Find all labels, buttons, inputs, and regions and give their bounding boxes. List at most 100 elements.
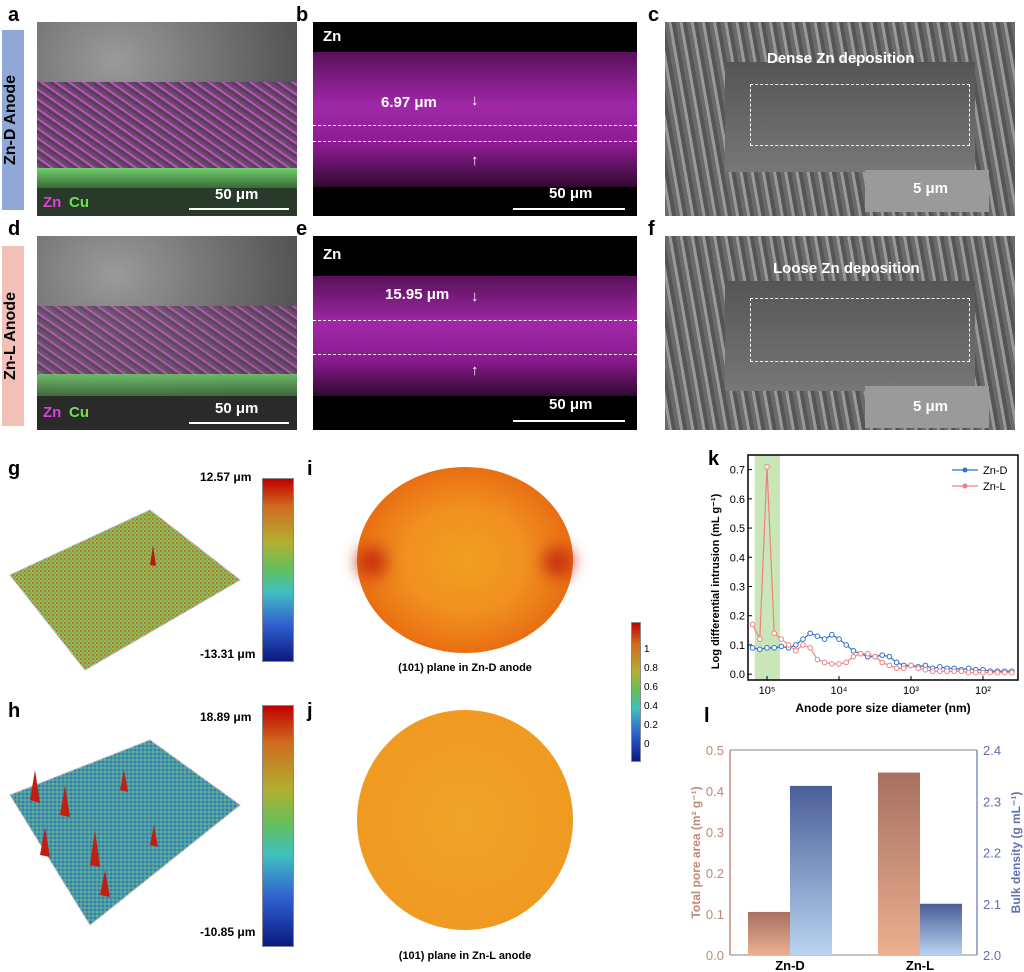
x-axis-title: Anode pore size diameter (nm)	[795, 701, 970, 715]
sem-image-zn-l: Zn Cu 50 μm	[37, 236, 297, 430]
x-category-label: Zn-D	[775, 958, 805, 972]
bar-total-pore-area	[878, 772, 920, 955]
data-point-Zn-L	[980, 669, 986, 676]
tick-label: 0.4	[644, 701, 658, 712]
y-tick-label: 0.1	[730, 640, 745, 652]
intensity-colorbar	[631, 622, 641, 762]
data-point-Zn-L	[951, 668, 957, 675]
thickness-label: 15.95 μm	[385, 286, 450, 303]
panel-label-g: g	[8, 458, 21, 480]
y-tick-label: 0.6	[730, 494, 745, 506]
surface-3d-zn-d	[9, 509, 241, 671]
data-point-Zn-L	[771, 630, 777, 637]
data-point-Zn-L	[836, 661, 842, 667]
y-right-axis-title: Bulk density (g mL⁻¹)	[1009, 792, 1023, 914]
data-point-Zn-L	[807, 645, 813, 651]
intensity-colorbar-ticks: 1 0.8 0.6 0.4 0.2 0	[644, 640, 658, 755]
data-point-Zn-L	[901, 665, 907, 672]
y-tick-label: 0.2	[730, 611, 745, 623]
data-point-Zn-L	[987, 669, 994, 676]
data-point-Zn-L	[958, 668, 965, 675]
height-min-label: -13.31 μm	[200, 647, 256, 661]
legend-zn: Zn	[43, 404, 62, 421]
data-point-Zn-D	[778, 643, 785, 650]
data-point-Zn-D	[843, 642, 849, 648]
panel-label-a: a	[8, 4, 20, 26]
element-label: Zn	[323, 28, 342, 45]
element-label: Zn	[323, 246, 342, 263]
data-point-Zn-L	[800, 642, 806, 648]
height-colorbar-g	[262, 478, 294, 662]
data-point-Zn-L	[778, 636, 785, 642]
tick-label: 0	[644, 739, 650, 750]
fib-sem-zn-d: Dense Zn deposition 5 μm	[665, 22, 1015, 216]
eds-map-zn-d: Zn 6.97 μm ↓ ↑ 50 μm	[313, 22, 637, 216]
y-axis-title: Log differential intrusion (mL g⁻¹)	[710, 493, 722, 669]
data-point-Zn-L	[857, 650, 864, 657]
data-point-Zn-L	[850, 653, 857, 660]
scale-bar-label: 5 μm	[913, 180, 949, 197]
height-max-label: 18.89 μm	[200, 710, 252, 724]
x-tick-label: 10⁴	[831, 685, 848, 697]
scale-bar-label: 50 μm	[215, 186, 259, 203]
plot-frame	[747, 454, 1019, 681]
data-point-Zn-L	[908, 662, 914, 669]
x-category-label: Zn-L	[906, 958, 934, 972]
y-left-tick-label: 0.5	[706, 743, 724, 758]
legend-label: Zn-D	[983, 465, 1008, 477]
panel-label-f: f	[648, 218, 655, 240]
height-min-label: -10.85 μm	[200, 925, 256, 939]
data-point-Zn-L	[757, 636, 763, 642]
legend-marker	[962, 467, 968, 473]
data-point-Zn-L	[829, 661, 835, 667]
arrow-down-icon: ↓	[471, 288, 479, 305]
y-left-tick-label: 0.0	[706, 948, 724, 963]
y-left-axis-title: Total pore area (m² g⁻¹)	[690, 786, 703, 918]
x-tick-label: 10⁵	[759, 685, 776, 697]
data-point-Zn-L	[994, 669, 1001, 676]
panel-label-b: b	[296, 4, 309, 26]
y-left-tick-label: 0.3	[706, 825, 724, 840]
data-point-Zn-D	[893, 659, 900, 666]
y-tick-label: 0.7	[730, 465, 745, 477]
bar-bulk-density	[790, 785, 832, 955]
data-point-Zn-D	[749, 645, 756, 651]
data-point-Zn-D	[836, 636, 842, 642]
pole-figure-zn-l	[357, 710, 573, 930]
surface-3d-zn-l	[9, 739, 241, 926]
data-point-Zn-L	[929, 668, 936, 675]
y-tick-label: 0.3	[730, 581, 745, 593]
y-right-tick-label: 2.4	[983, 743, 1001, 758]
y-right-tick-label: 2.2	[983, 846, 1001, 861]
data-point-Zn-L	[865, 650, 871, 657]
y-tick-label: 0.5	[730, 523, 745, 535]
sem-image-zn-d: Zn Cu 50 μm	[37, 22, 297, 216]
panel-label-e: e	[296, 218, 308, 240]
data-point-Zn-D	[814, 633, 821, 639]
y-left-tick-label: 0.1	[706, 907, 724, 922]
data-point-Zn-D	[821, 636, 828, 642]
data-point-Zn-D	[886, 653, 893, 660]
panel-label-h: h	[8, 700, 21, 722]
height-max-label: 12.57 μm	[200, 470, 252, 484]
data-point-Zn-L	[944, 668, 950, 675]
tick-label: 1	[644, 644, 650, 655]
data-point-Zn-L	[879, 659, 885, 666]
panel-label-j: j	[307, 700, 313, 722]
y-tick-label: 0.0	[730, 669, 745, 681]
data-point-Zn-L	[749, 621, 756, 628]
zn-d-anode-label: Zn-D Anode	[2, 30, 24, 210]
arrow-up-icon: ↑	[471, 152, 479, 169]
data-point-Zn-L	[793, 647, 799, 654]
data-point-Zn-D	[757, 646, 763, 653]
series-line-Zn-D	[752, 632, 1012, 672]
panel-label-d: d	[8, 218, 21, 240]
data-point-Zn-L	[764, 463, 770, 470]
x-tick-label: 10²	[975, 685, 991, 697]
data-point-Zn-L	[893, 665, 900, 672]
arrow-down-icon: ↓	[471, 92, 479, 109]
data-point-Zn-L	[937, 668, 943, 675]
panel-label-i: i	[307, 458, 313, 480]
panel-title: Loose Zn deposition	[773, 260, 920, 277]
data-point-Zn-D	[850, 647, 857, 654]
